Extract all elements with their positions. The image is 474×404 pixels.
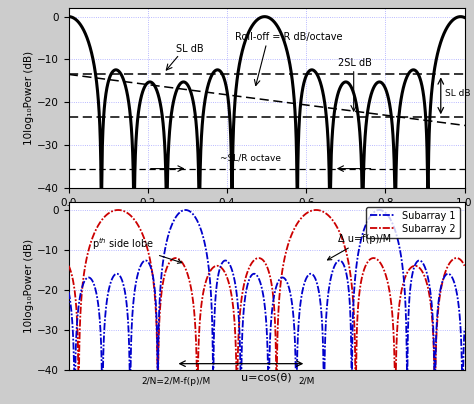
Text: SL dB: SL dB [445, 89, 470, 98]
Subarray 1 [410, 270, 416, 275]
Text: 2/N=2/M-f(p)/M: 2/N=2/M-f(p)/M [141, 377, 210, 386]
Text: 2/M: 2/M [298, 377, 314, 386]
X-axis label: u=cos(θ): u=cos(θ) [241, 372, 292, 383]
Subarray 1 [421, 262, 427, 267]
Subarray 1 [72, 375, 77, 380]
Subarray 2 [456, 257, 462, 261]
Subarray 2 [410, 264, 416, 269]
Subarray 1 [462, 326, 467, 331]
Text: Δ u=f(p)/M: Δ u=f(p)/M [328, 234, 391, 260]
Subarray 1 [461, 345, 466, 350]
Subarray 2 [244, 271, 250, 276]
Y-axis label: 10log₁₀Power (dB): 10log₁₀Power (dB) [24, 239, 34, 333]
Subarray 1 [456, 307, 462, 312]
Line: Subarray 1: Subarray 1 [69, 210, 465, 378]
Subarray 1 [376, 208, 382, 213]
Subarray 1 [244, 286, 249, 291]
Subarray 2 [66, 263, 72, 268]
Subarray 2 [115, 208, 121, 213]
Subarray 2 [461, 262, 466, 267]
Text: SL dB: SL dB [175, 44, 203, 54]
Subarray 2 [319, 208, 324, 213]
Subarray 2 [421, 272, 427, 277]
X-axis label: u=cos(θ): u=cos(θ) [241, 210, 292, 220]
Text: p$^{th}$ side lobe: p$^{th}$ side lobe [92, 236, 182, 263]
Line: Subarray 2: Subarray 2 [69, 210, 465, 378]
Subarray 1 [66, 290, 72, 295]
Legend: Subarray 1, Subarray 2: Subarray 1, Subarray 2 [366, 207, 460, 238]
Text: Roll-off = R dB/octave: Roll-off = R dB/octave [235, 32, 342, 42]
Y-axis label: 10log₁₀Power (dB): 10log₁₀Power (dB) [24, 51, 34, 145]
Subarray 2 [462, 263, 467, 268]
Text: 2SL dB: 2SL dB [338, 58, 372, 68]
Subarray 2 [75, 375, 81, 380]
Subarray 1 [319, 309, 324, 314]
Text: ~SL/R octave: ~SL/R octave [220, 153, 281, 162]
